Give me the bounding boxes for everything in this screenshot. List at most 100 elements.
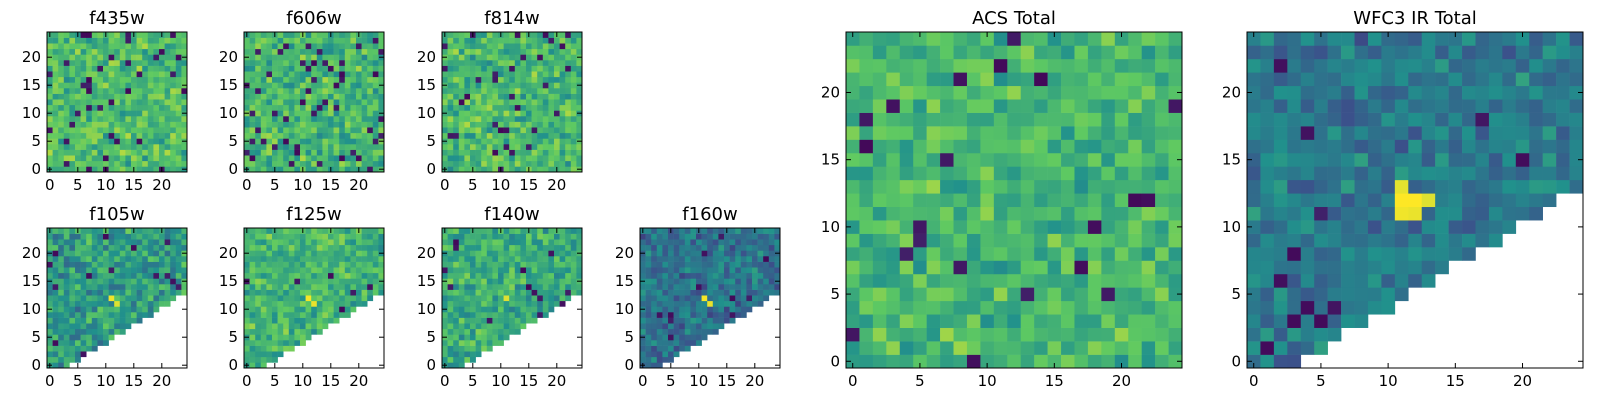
heatmap-cell [1462, 206, 1476, 221]
heatmap-cell [272, 289, 278, 296]
heatmap-cell [993, 233, 1008, 248]
heatmap-cell [114, 306, 121, 313]
heatmap-cell [1327, 126, 1342, 140]
heatmap-cell [926, 341, 941, 355]
heatmap-cell [696, 244, 702, 251]
heatmap-cell [656, 356, 663, 363]
heatmap-cell [305, 312, 312, 318]
heatmap-cell [316, 250, 323, 257]
heatmap-cell [1327, 287, 1342, 302]
heatmap-cell [1155, 152, 1169, 167]
heatmap-cell [486, 261, 493, 268]
heatmap-cell [91, 239, 98, 246]
heatmap-cell [249, 295, 256, 302]
heatmap-cell [846, 85, 860, 100]
heatmap-cell [170, 48, 177, 55]
heatmap-cell [63, 351, 70, 358]
heatmap-cell [673, 323, 680, 330]
heatmap-cell [153, 149, 160, 156]
heatmap-cell [531, 149, 538, 156]
heatmap-cell [531, 104, 538, 111]
heatmap-cell [119, 160, 126, 167]
heatmap-cell [475, 43, 482, 50]
heatmap-cell [322, 110, 329, 117]
heatmap-cell [662, 278, 669, 285]
heatmap-cell [763, 233, 770, 240]
heatmap-cell [153, 76, 160, 83]
heatmap-cell [1273, 327, 1288, 342]
heatmap-cell [548, 295, 555, 302]
heatmap-cell [718, 228, 725, 234]
heatmap-cell [339, 295, 346, 302]
heatmap-cell [164, 54, 171, 61]
heatmap-cell [735, 233, 742, 240]
heatmap-cell [244, 256, 250, 262]
heatmap-cell [114, 317, 121, 324]
heatmap-cell [47, 93, 53, 100]
heatmap-cell [159, 60, 165, 66]
heatmap-cell [526, 261, 532, 268]
heatmap-cell [1128, 99, 1142, 113]
heatmap-cell [645, 244, 652, 251]
heatmap-cell [1314, 179, 1328, 194]
heatmap-cell [142, 54, 149, 61]
heatmap-cell [645, 272, 652, 279]
heatmap-cell [752, 244, 758, 251]
heatmap-cell [447, 295, 454, 302]
heatmap-cell [164, 110, 171, 117]
heatmap-cell [684, 267, 691, 274]
heatmap-cell [1502, 206, 1517, 221]
heatmap-cell [729, 289, 736, 296]
heatmap-cell [58, 312, 65, 318]
heatmap-cell [953, 58, 968, 73]
heatmap-cell [103, 127, 109, 134]
heatmap-cell [125, 323, 132, 330]
heatmap-cell [378, 244, 385, 251]
heatmap-cell [1020, 314, 1035, 328]
heatmap-cell [673, 345, 680, 352]
heatmap-cell [170, 144, 177, 150]
heatmap-cell [344, 272, 351, 279]
heatmap-cell [311, 160, 318, 167]
heatmap-cell [913, 273, 927, 288]
heatmap-cell [91, 99, 98, 106]
heatmap-cell [565, 110, 572, 117]
heatmap-cell [58, 82, 65, 89]
heatmap-cell [277, 132, 284, 139]
heatmap-cell [52, 306, 59, 313]
heatmap-cell [333, 306, 340, 313]
heatmap-cell [656, 323, 663, 330]
heatmap-cell [75, 244, 81, 251]
heatmap-cell [136, 239, 143, 246]
heatmap-cell [1247, 287, 1261, 302]
heatmap-cell [80, 345, 87, 352]
heatmap-cell [300, 116, 306, 122]
heatmap-cell [464, 76, 471, 83]
heatmap-cell [548, 88, 555, 94]
heatmap-cell [442, 155, 448, 162]
heatmap-cell [1168, 112, 1183, 127]
heatmap-cell [1341, 220, 1355, 234]
heatmap-cell [453, 65, 460, 72]
heatmap-cell [255, 32, 262, 38]
heatmap-cell [1502, 126, 1517, 140]
heatmap-cell [475, 250, 482, 257]
heatmap-cell [559, 284, 566, 290]
heatmap-cell [559, 256, 566, 262]
heatmap-cell [356, 261, 362, 268]
heatmap-cell [486, 295, 493, 302]
heatmap-cell [344, 239, 351, 246]
heatmap-cell [554, 71, 560, 78]
heatmap-cell [288, 289, 295, 296]
heatmap-cell [125, 93, 132, 100]
x-tick-label: 20 [547, 372, 566, 390]
heatmap-cell [175, 65, 182, 72]
heatmap-cell [940, 179, 954, 194]
heatmap-cell [1114, 247, 1129, 261]
heatmap-cell [142, 244, 149, 251]
heatmap-cell [361, 132, 368, 139]
heatmap-cell [458, 155, 465, 162]
heatmap-cell [175, 239, 182, 246]
heatmap-cell [164, 228, 171, 234]
heatmap-cell [339, 65, 346, 72]
